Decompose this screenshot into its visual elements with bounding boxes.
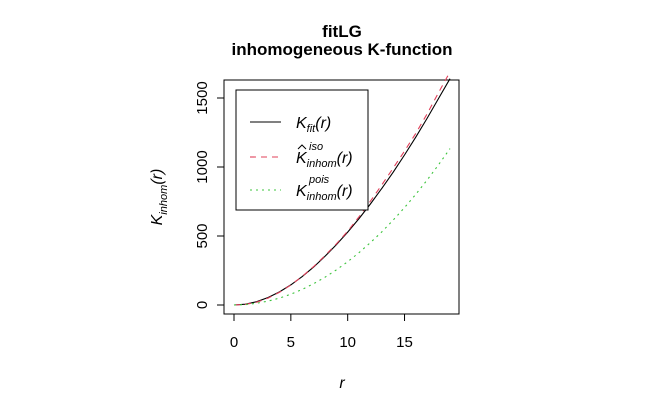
series-line-3 <box>233 148 451 306</box>
x-tick-label: 5 <box>287 334 295 351</box>
y-tick-label: 1500 <box>194 81 211 114</box>
legend-label-1: Kfit(r) <box>296 115 331 135</box>
y-axis: 0 500 1000 1500 <box>194 81 225 309</box>
chart-subtitle: inhomogeneous K-function <box>232 40 453 59</box>
series-layer <box>233 71 451 306</box>
legend-label-3: Kinhom(r) <box>296 183 353 203</box>
x-tick-label: 15 <box>396 334 413 351</box>
series-line-2 <box>233 71 451 306</box>
legend-superscript-2: iso <box>309 141 323 153</box>
legend-label-2: Kinhom(r) <box>296 150 353 170</box>
hat-accent <box>297 144 307 150</box>
y-tick-label: 500 <box>194 223 211 248</box>
y-axis-label: Kinhom(r) <box>149 169 170 226</box>
chart-title: fitLG <box>322 22 362 41</box>
y-axis-label-sub: inhom <box>158 185 170 215</box>
y-tick-label: 1000 <box>194 150 211 183</box>
x-axis: 0 5 10 15 <box>230 313 413 351</box>
x-tick-label: 0 <box>230 334 238 351</box>
legend-superscript-3: pois <box>308 174 330 186</box>
y-axis-label-suffix: (r) <box>149 169 166 185</box>
y-tick-label: 0 <box>194 301 211 309</box>
x-tick-label: 10 <box>339 334 356 351</box>
x-axis-label: r <box>339 375 345 392</box>
y-axis-label-base: K <box>149 213 166 225</box>
